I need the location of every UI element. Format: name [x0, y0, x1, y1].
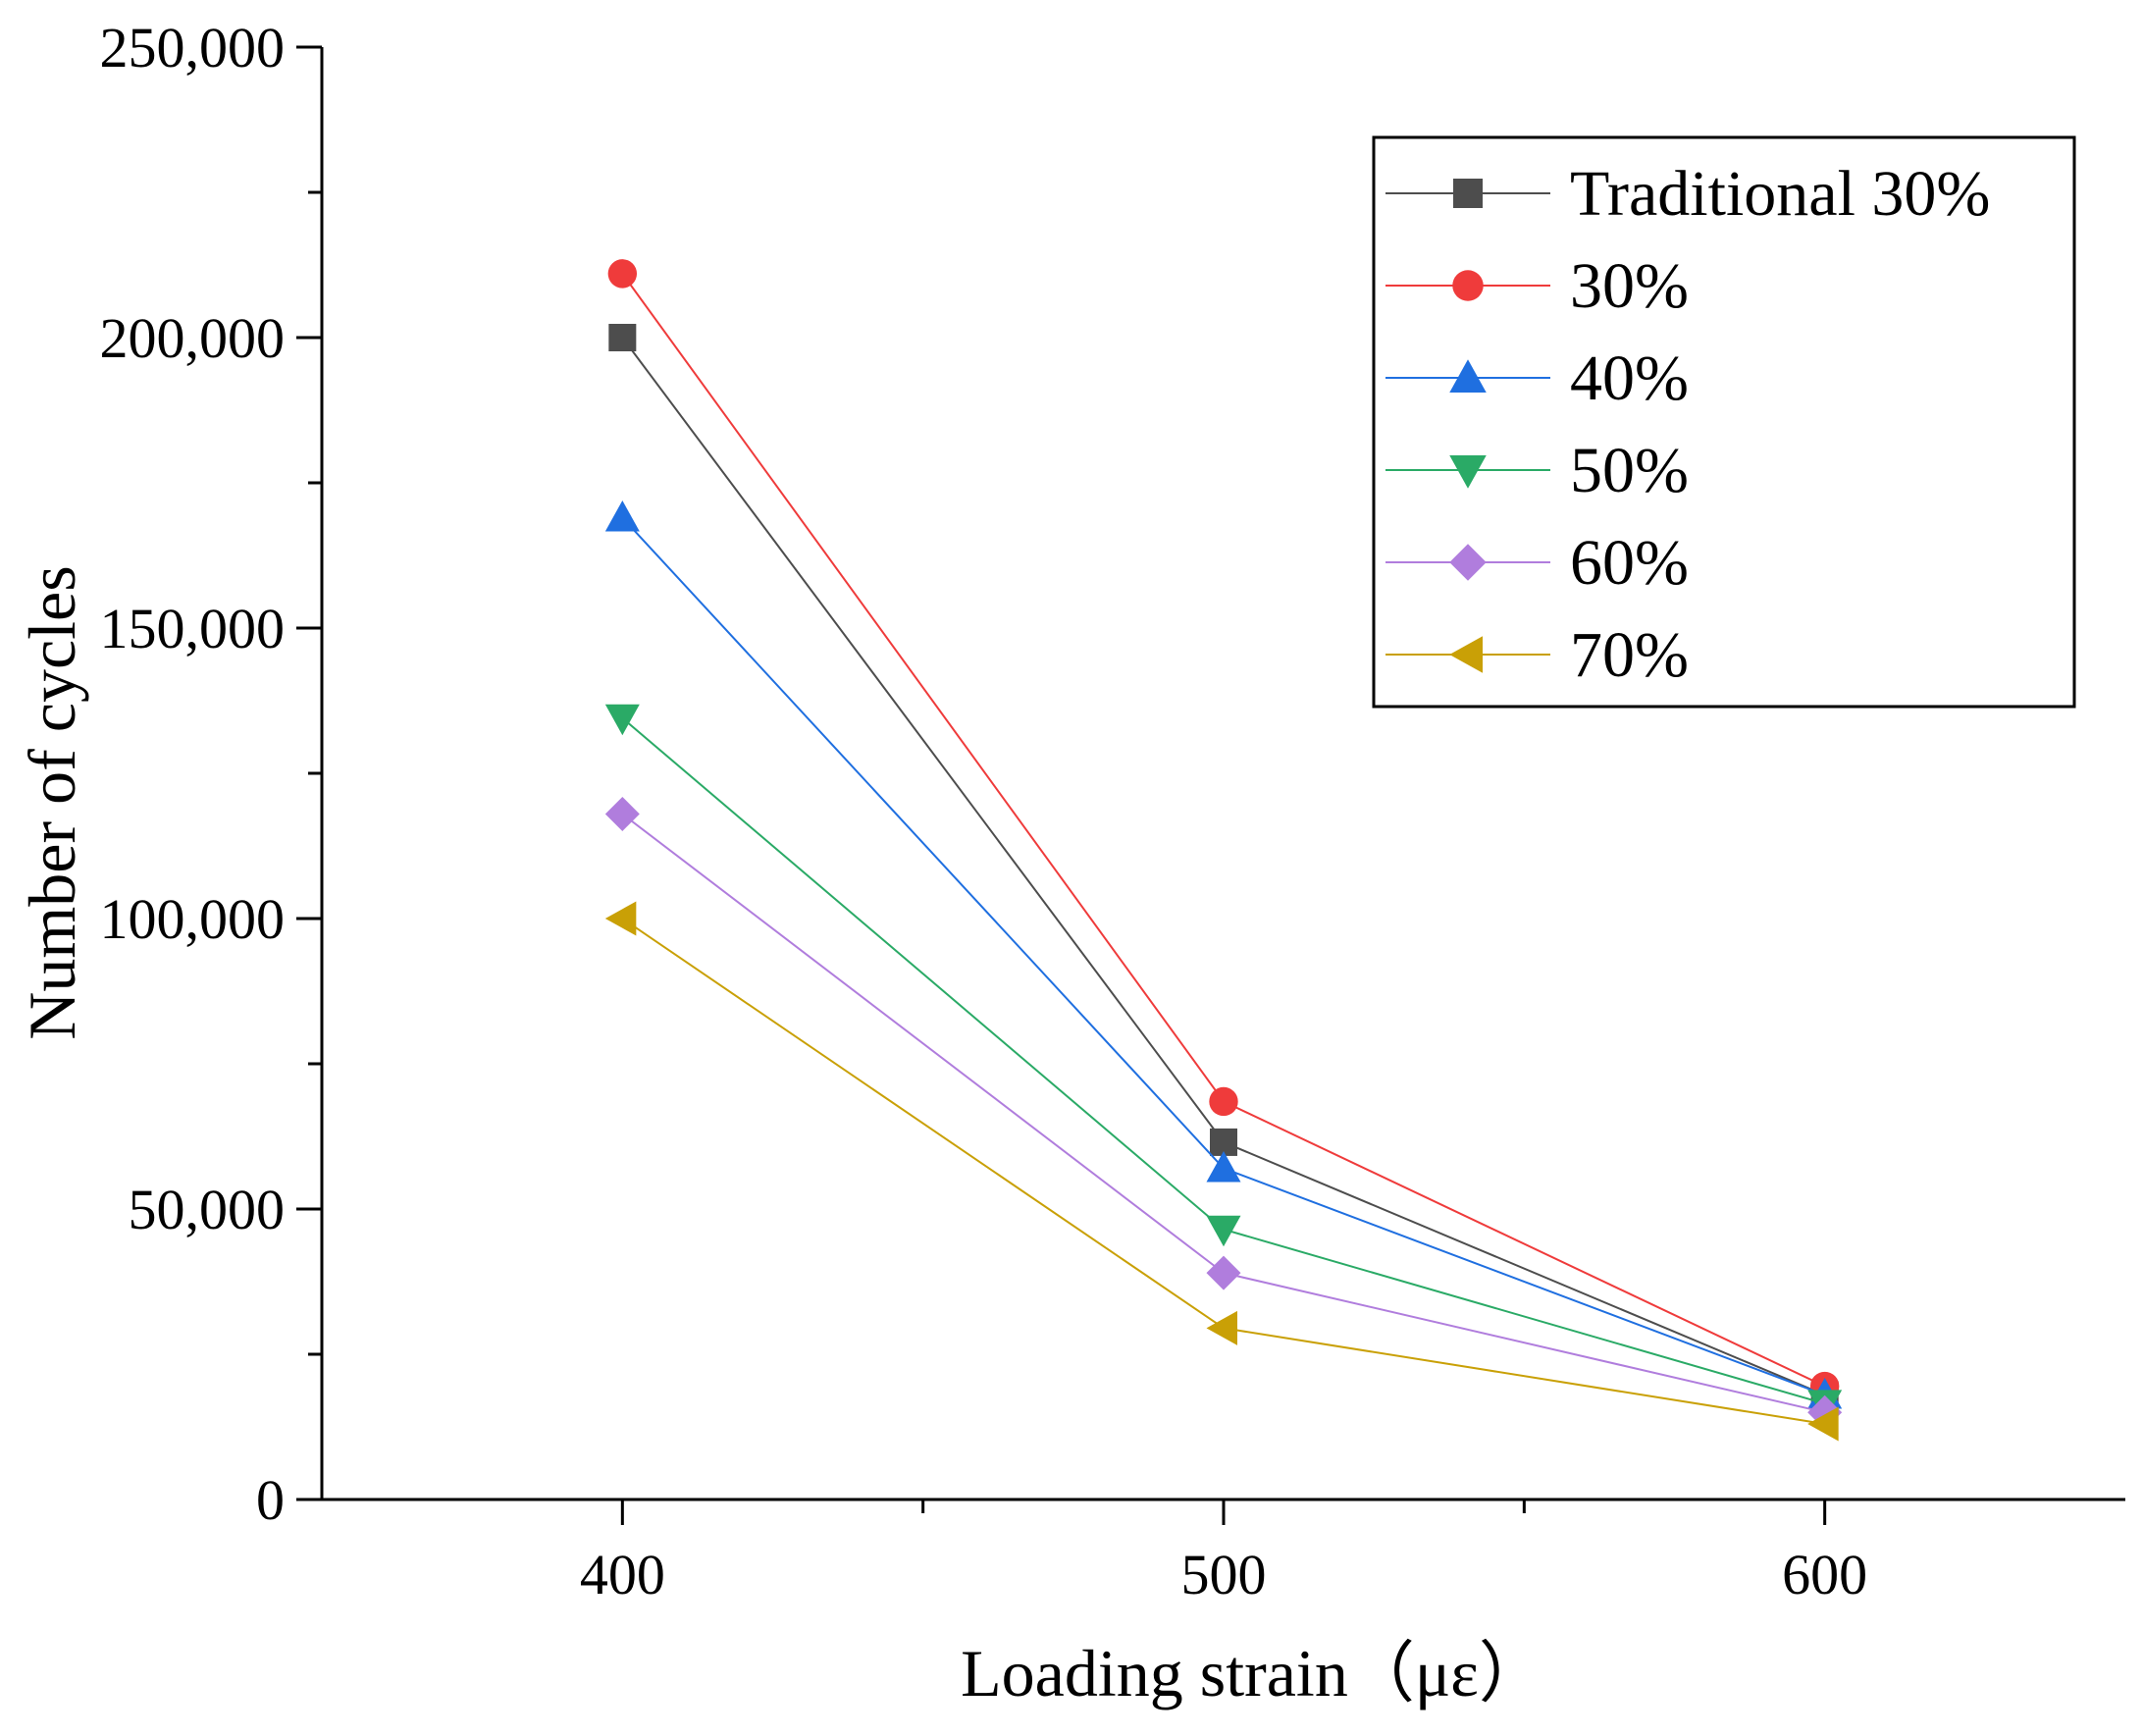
series-group	[604, 259, 1843, 1442]
legend-box	[1372, 135, 2076, 709]
legend-entry: 30%	[1385, 250, 1689, 322]
data-point	[1206, 1215, 1241, 1247]
data-point	[608, 324, 637, 351]
legend-label: 30%	[1570, 250, 1689, 322]
series-4	[604, 704, 1843, 1421]
data-point	[604, 704, 640, 736]
legend-entry: 50%	[1385, 435, 1689, 506]
data-point	[607, 259, 638, 289]
legend-marker	[1449, 455, 1487, 489]
x-tick-label: 600	[1782, 1543, 1867, 1606]
data-point	[1209, 1086, 1238, 1117]
legend-entry: 60%	[1385, 527, 1689, 599]
data-point	[604, 500, 640, 532]
legend: Traditional 30% 30% 40% 50% 60% 70%	[1372, 135, 2076, 709]
legend-marker	[1449, 636, 1483, 673]
legend-marker	[1453, 179, 1483, 208]
legend-entry: 40%	[1385, 342, 1689, 414]
legend-label: 60%	[1570, 527, 1689, 599]
y-tick-label: 150,000	[100, 597, 286, 660]
legend-entry: 70%	[1385, 619, 1689, 691]
y-tick-label: 0	[256, 1468, 285, 1532]
legend-marker	[1452, 270, 1484, 301]
y-tick-label: 100,000	[100, 887, 286, 951]
y-tick-label: 200,000	[100, 306, 286, 370]
y-axis-title: Number of cycles	[15, 565, 89, 1039]
data-point	[1206, 1310, 1237, 1345]
data-point	[1206, 1255, 1241, 1290]
y-tick-label: 50,000	[129, 1178, 286, 1241]
legend-marker	[1449, 359, 1487, 393]
x-axis-title: Loading strain（με）	[961, 1636, 1545, 1710]
data-point	[1206, 1151, 1241, 1183]
legend-label: 40%	[1570, 342, 1689, 414]
legend-label: 50%	[1570, 435, 1689, 506]
legend-entry: Traditional 30%	[1385, 158, 1990, 230]
data-point	[604, 901, 637, 936]
data-point	[604, 796, 640, 831]
x-tick-label: 400	[580, 1543, 665, 1606]
x-tick-label: 500	[1181, 1543, 1267, 1606]
legend-label: 70%	[1570, 619, 1689, 691]
data-point	[1807, 1406, 1839, 1442]
legend-marker	[1449, 544, 1487, 581]
y-tick-label: 250,000	[100, 16, 286, 79]
series-6	[604, 901, 1839, 1442]
legend-label: Traditional 30%	[1570, 158, 1990, 230]
axes: 0 50,000 100,000 150,000 200,000 250,000 400 50…	[100, 16, 2125, 1606]
